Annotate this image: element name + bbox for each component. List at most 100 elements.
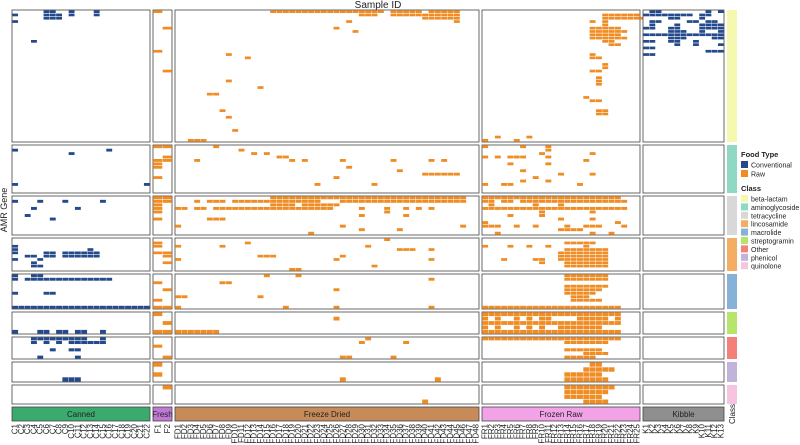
heatmap-cell [289,159,296,162]
heatmap-cell [434,196,441,200]
heatmap-cell [87,277,94,281]
heatmap-cell [526,316,533,321]
heatmap-cell [453,20,460,23]
heatmap-cell [346,199,353,203]
heatmap-cell [627,16,634,20]
heatmap-cell [513,196,520,200]
sample-tick-label: C20 [130,423,139,438]
heatmap-cell [608,33,615,37]
heatmap-cell [346,165,353,169]
sample-tick-label: FD4 [193,423,202,439]
heatmap-cell [513,155,520,159]
sample-tick-label: K13 [716,423,725,438]
heatmap-cell [153,362,163,367]
heatmap-cell [352,196,359,200]
heatmap-cell [49,254,56,258]
heatmap-cell [545,244,552,248]
heatmap-cell [320,196,327,200]
heatmap-panel-frozen-raw-phenicol [481,361,641,383]
heatmap-cell [460,199,467,203]
heatmap-cell [206,217,213,221]
heatmap-cell [371,183,378,186]
heatmap-cell [564,337,571,341]
heatmap-cell [339,377,346,382]
heatmap-cell [595,394,602,399]
heatmap-cell [409,13,416,17]
heatmap-cell [428,258,435,261]
heatmap-cell [244,206,251,210]
heatmap-panel-canned-streptogramin [11,311,151,335]
heatmap-panel-canned-tetracycline [11,195,151,236]
heatmap-cell [717,49,724,53]
heatmap-cell [482,221,489,225]
heatmap-cell [482,329,489,334]
heatmap-cell [577,394,583,399]
heatmap-cell [668,26,674,30]
heatmap-cell [614,316,621,321]
heatmap-cell [441,13,448,17]
heatmap-cell [589,30,596,33]
chart-title: Sample ID [355,0,402,11]
heatmap-cell [621,224,628,228]
heatmap-cell [93,277,100,281]
sample-tick-label: K12 [710,423,719,438]
heatmap-cell [333,305,340,309]
heatmap-cell [219,109,226,112]
heatmap-cell [583,305,590,309]
sample-tick-label: FD1 [174,423,183,439]
sample-tick-label: C12 [80,423,89,438]
heatmap-cell [494,312,501,317]
heatmap-cell [282,199,289,203]
heatmap-cell [137,305,144,309]
heatmap-cell [608,16,615,20]
heatmap-cell [488,196,495,200]
heatmap-cell [589,217,596,221]
heatmap-cell [251,199,258,203]
heatmap-cell [494,155,501,159]
heatmap-cell [153,298,163,302]
heatmap-cell [577,183,583,186]
heatmap-cell [12,183,19,186]
heatmap-cell [608,13,615,17]
heatmap-cell [482,325,489,330]
heatmap-cell [282,10,289,13]
heatmap-cell [589,20,596,23]
heatmap-cell [570,199,577,203]
heatmap-cell [31,274,37,278]
heatmap-cell [12,329,19,334]
sample-tick-label: FR7 [519,423,528,439]
sample-tick-label: FD27 [338,423,347,443]
heatmap-cell [674,13,681,17]
heatmap-cell [539,196,545,200]
heatmap-cell [602,16,609,20]
heatmap-cell [333,258,340,261]
heatmap-cell [513,312,520,317]
sample-tick-label: FD24 [319,423,328,443]
heatmap-cell [602,63,609,66]
sample-tick-label: FD45 [452,423,461,443]
heatmap-cell [276,199,283,203]
heatmap-cell [602,390,609,395]
heatmap-cell [558,254,564,258]
heatmap-cell [396,199,403,203]
heatmap-cell [589,53,596,56]
heatmap-cell [175,305,182,309]
heatmap-cell [583,321,590,325]
heatmap-cell [570,258,577,261]
heatmap-cell [570,284,577,288]
heatmap-cell [589,291,596,295]
sample-tick-label: FR25 [632,423,641,443]
heatmap-cell [570,295,577,299]
heatmap-cell [37,274,44,278]
heatmap-cell [614,26,621,30]
heatmap-cell [545,321,552,325]
heatmap-cell [595,312,602,317]
heatmap-cell [37,337,44,341]
heatmap-cell [365,10,372,13]
heatmap-cell [558,217,564,221]
heatmap-cell [153,49,163,53]
heatmap-cell [570,377,577,382]
heatmap-cell [705,26,712,30]
heatmap-cell [194,199,201,203]
heatmap-cell [583,372,590,377]
